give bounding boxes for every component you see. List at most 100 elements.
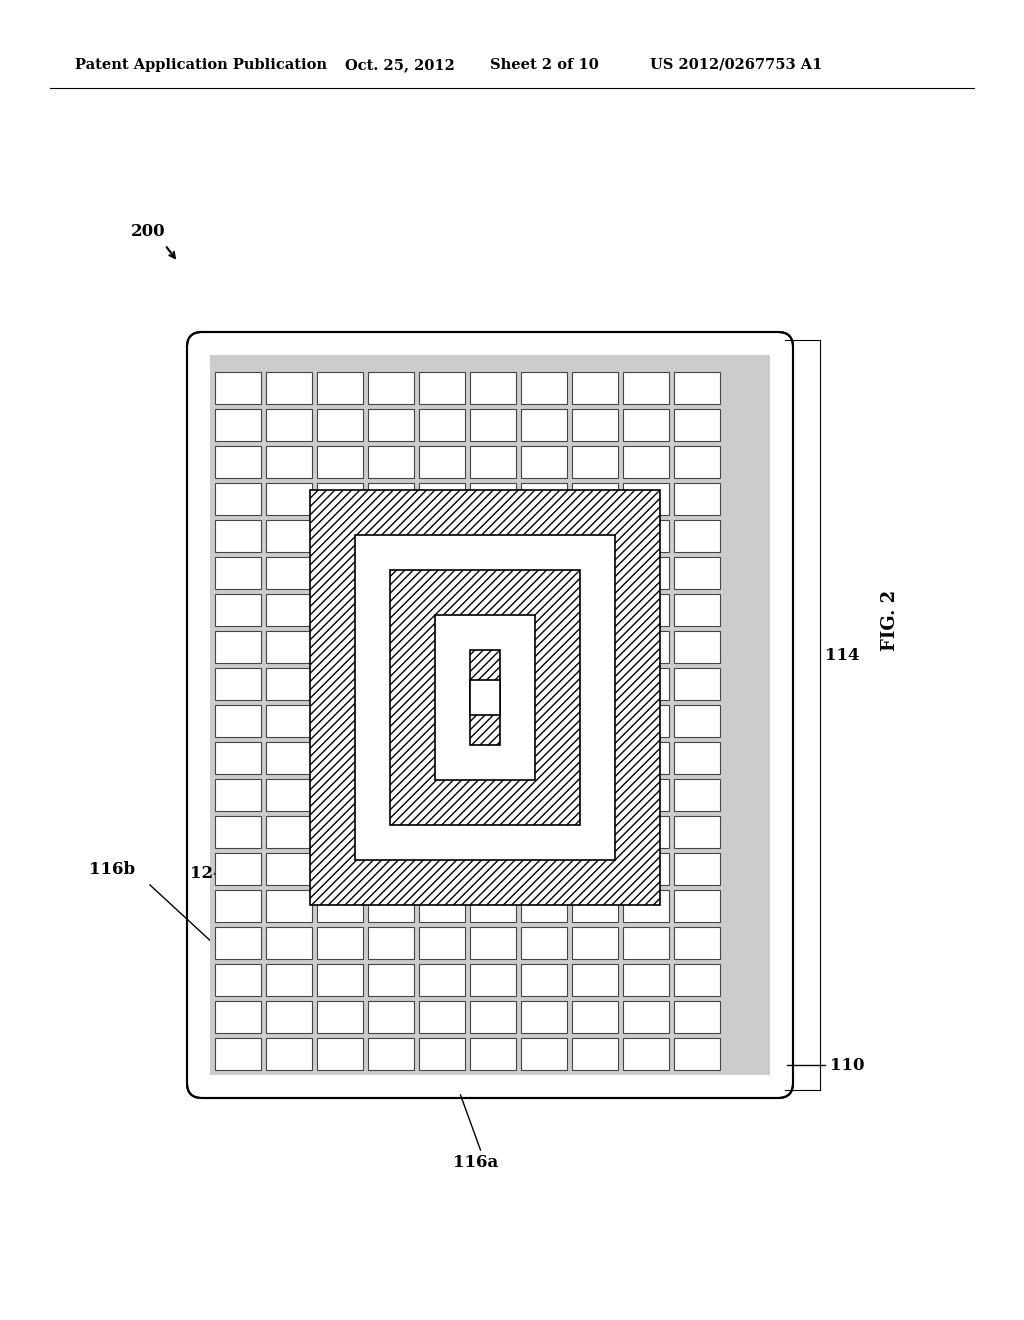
Bar (470, 594, 516, 626)
Bar (215, 409, 261, 441)
Bar (317, 520, 362, 552)
Bar (521, 446, 567, 478)
Bar (368, 594, 414, 626)
Bar (419, 594, 465, 626)
Bar (521, 742, 567, 774)
Bar (419, 779, 465, 810)
Bar (623, 1038, 669, 1071)
Bar (572, 705, 618, 737)
Bar (470, 779, 516, 810)
Bar (674, 742, 720, 774)
Bar (674, 446, 720, 478)
Bar (317, 409, 362, 441)
Bar (317, 964, 362, 997)
Bar (215, 372, 261, 404)
Bar (266, 816, 312, 847)
Bar (470, 649, 500, 744)
Bar (266, 520, 312, 552)
Bar (368, 890, 414, 921)
Bar (266, 668, 312, 700)
Bar (572, 520, 618, 552)
Bar (215, 483, 261, 515)
Bar (470, 890, 516, 921)
Bar (470, 446, 516, 478)
Bar (215, 742, 261, 774)
Bar (470, 816, 516, 847)
Bar (317, 742, 362, 774)
Bar (470, 483, 516, 515)
Bar (266, 483, 312, 515)
Bar (368, 557, 414, 589)
Bar (674, 594, 720, 626)
Bar (435, 615, 535, 780)
Bar (368, 779, 414, 810)
Bar (521, 1038, 567, 1071)
Text: FIG. 2: FIG. 2 (881, 590, 899, 651)
Bar (368, 446, 414, 478)
Bar (470, 1001, 516, 1034)
Bar (572, 631, 618, 663)
Bar (572, 816, 618, 847)
Bar (623, 705, 669, 737)
Bar (317, 927, 362, 960)
Bar (521, 631, 567, 663)
Bar (368, 927, 414, 960)
Bar (623, 409, 669, 441)
Bar (572, 779, 618, 810)
Bar (266, 1038, 312, 1071)
Bar (215, 853, 261, 884)
Bar (266, 742, 312, 774)
Text: Patent Application Publication: Patent Application Publication (75, 58, 327, 73)
Bar (572, 446, 618, 478)
Bar (317, 631, 362, 663)
Bar (521, 853, 567, 884)
Bar (470, 631, 516, 663)
Text: Oct. 25, 2012: Oct. 25, 2012 (345, 58, 455, 73)
Bar (623, 668, 669, 700)
Bar (368, 409, 414, 441)
Bar (623, 557, 669, 589)
Bar (674, 372, 720, 404)
Bar (266, 705, 312, 737)
Bar (674, 668, 720, 700)
Bar (521, 779, 567, 810)
Bar (623, 927, 669, 960)
Bar (419, 890, 465, 921)
Bar (419, 927, 465, 960)
Bar (521, 372, 567, 404)
Bar (419, 483, 465, 515)
Bar (623, 742, 669, 774)
Bar (266, 372, 312, 404)
Bar (317, 668, 362, 700)
Bar (470, 409, 516, 441)
Bar (419, 853, 465, 884)
Bar (317, 890, 362, 921)
Bar (470, 1038, 516, 1071)
Bar (470, 927, 516, 960)
Text: 200: 200 (131, 223, 165, 240)
Bar (674, 409, 720, 441)
Bar (572, 927, 618, 960)
Bar (317, 705, 362, 737)
Text: 114: 114 (825, 647, 859, 664)
Bar (317, 372, 362, 404)
Bar (623, 1001, 669, 1034)
Bar (317, 446, 362, 478)
Bar (266, 1001, 312, 1034)
Bar (572, 557, 618, 589)
Bar (368, 483, 414, 515)
Bar (419, 1001, 465, 1034)
Text: 116b: 116b (89, 862, 135, 879)
Bar (572, 742, 618, 774)
Bar (572, 964, 618, 997)
Bar (368, 964, 414, 997)
Bar (623, 816, 669, 847)
Bar (572, 1038, 618, 1071)
Bar (368, 853, 414, 884)
Bar (521, 409, 567, 441)
Bar (623, 594, 669, 626)
Bar (419, 409, 465, 441)
Bar (266, 557, 312, 589)
Bar (368, 520, 414, 552)
Bar (368, 372, 414, 404)
